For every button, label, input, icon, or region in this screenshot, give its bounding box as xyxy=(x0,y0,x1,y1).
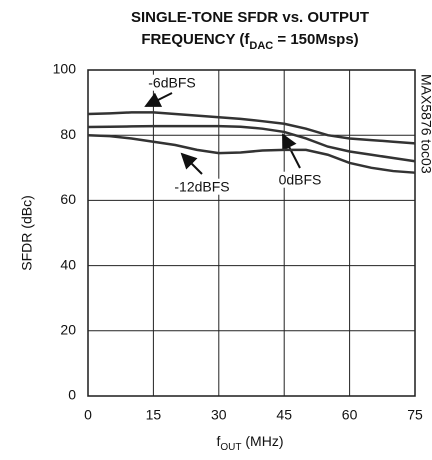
label-arrow xyxy=(144,92,173,107)
series-label: -6dBFS xyxy=(148,75,195,91)
x-tick-label: 45 xyxy=(276,407,292,423)
label-bg xyxy=(146,74,198,91)
chart-title-part: DAC xyxy=(249,40,273,52)
y-tick-label: 0 xyxy=(68,387,76,403)
chart-title-part: SINGLE-TONE SFDR vs. OUTPUT xyxy=(131,9,369,26)
y-tick-label: 100 xyxy=(53,61,77,77)
x-tick-label: 30 xyxy=(211,407,227,423)
chart-title-part: FREQUENCY (f xyxy=(141,31,250,48)
y-tick-label: 20 xyxy=(60,322,76,338)
series-line xyxy=(87,133,416,174)
x-tick-label: 0 xyxy=(84,407,92,423)
chart-title: SINGLE-TONE SFDR vs. OUTPUT xyxy=(131,9,369,26)
series-line xyxy=(87,111,416,145)
y-tick-label: 80 xyxy=(60,126,76,142)
series-label: -12dBFS xyxy=(174,179,229,195)
series-line xyxy=(87,124,416,163)
x-axis-label-part: OUT xyxy=(220,442,241,453)
series-label: 0dBFS xyxy=(279,172,322,188)
x-axis-label: fOUT (MHz) xyxy=(217,433,284,453)
x-axis-label-part: f xyxy=(217,433,221,449)
chart-title-part: = 150Msps) xyxy=(273,31,358,48)
side-note: MAX5876 toc03 xyxy=(418,74,432,174)
x-axis-label-part: (MHz) xyxy=(242,433,284,449)
x-tick-label: 15 xyxy=(146,407,162,423)
y-tick-label: 40 xyxy=(60,256,76,272)
y-tick-label: 60 xyxy=(60,191,76,207)
chart-title: FREQUENCY (fDAC = 150Msps) xyxy=(141,31,358,52)
x-tick-label: 75 xyxy=(407,407,423,423)
label-arrow xyxy=(282,133,301,169)
label-bg xyxy=(276,171,324,188)
label-arrow xyxy=(180,152,203,175)
x-tick-label: 60 xyxy=(342,407,358,423)
label-bg xyxy=(172,178,232,195)
y-axis-label: SFDR (dBc) xyxy=(19,195,35,270)
